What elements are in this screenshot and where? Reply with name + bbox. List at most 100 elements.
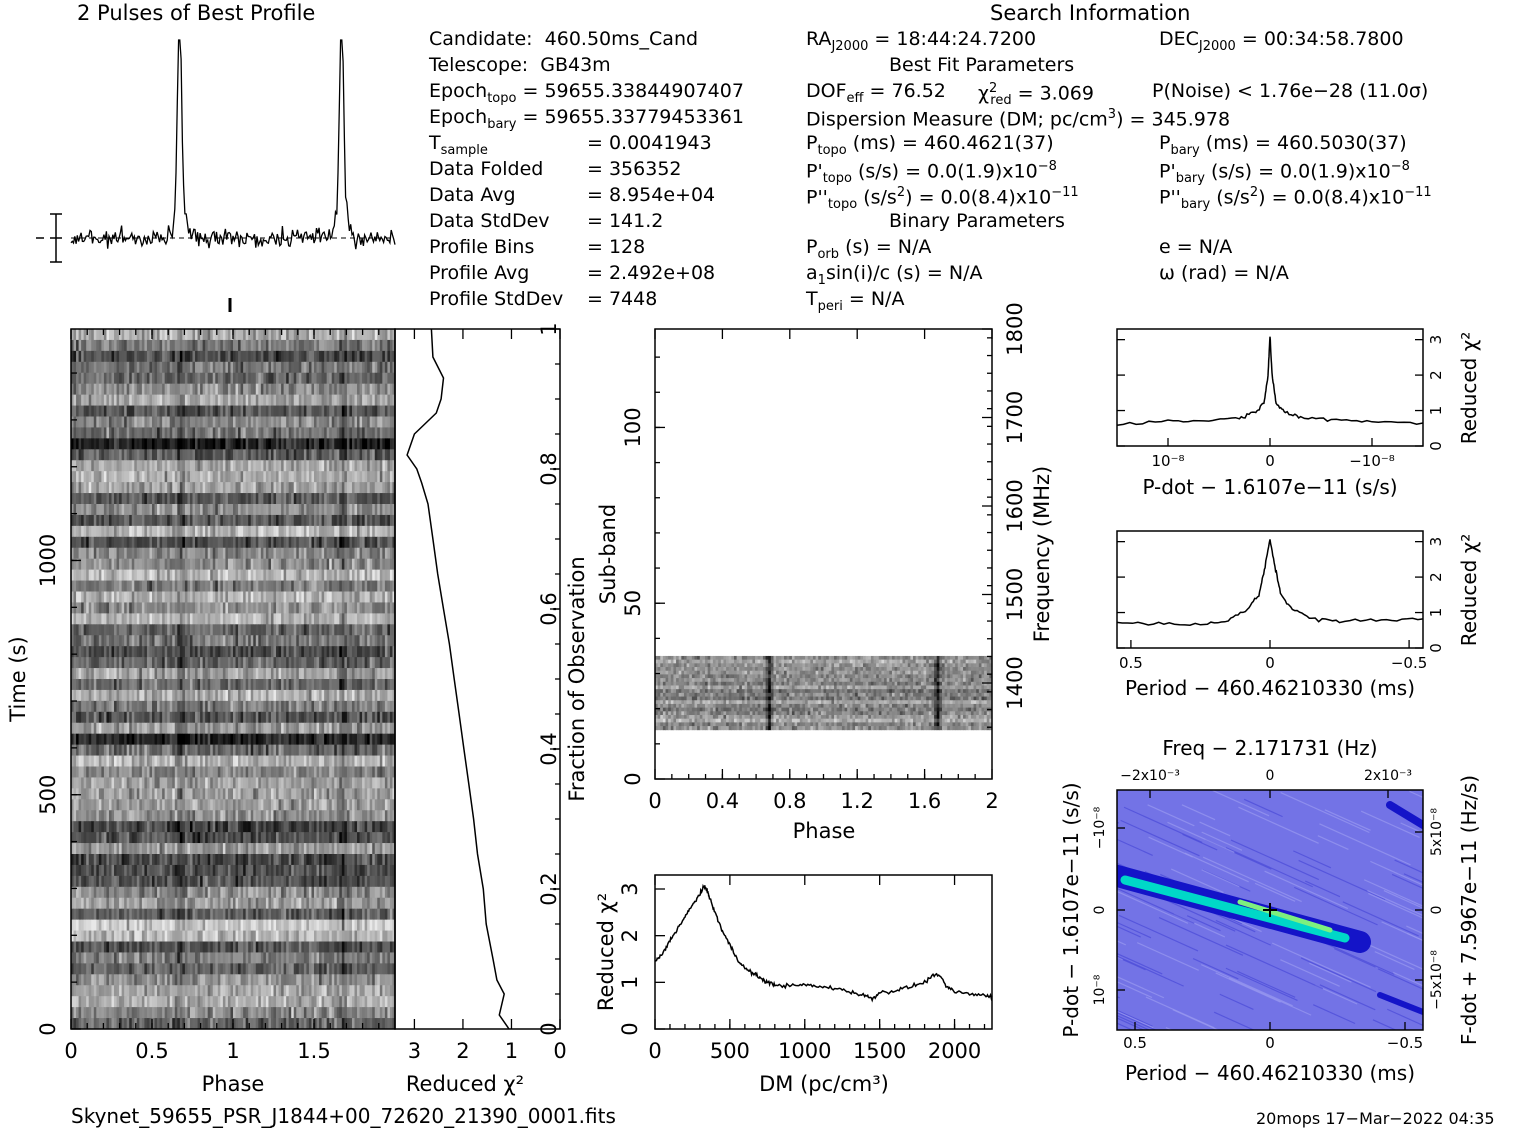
time-phase-pixel [286, 624, 290, 636]
time-phase-pixel [172, 438, 176, 450]
time-phase-pixel [116, 744, 120, 756]
time-phase-pixel [164, 668, 168, 680]
time-phase-pixel [149, 329, 153, 341]
time-phase-pixel [324, 679, 328, 691]
time-phase-pixel [217, 514, 221, 527]
time-phase-pixel [71, 482, 74, 494]
time-phase-pixel [134, 372, 138, 385]
time-phase-pixel [238, 383, 241, 396]
time-phase-pixel [268, 514, 272, 527]
time-phase-pixel [179, 361, 183, 374]
time-phase-pixel [258, 635, 262, 647]
time-phase-pixel [336, 733, 340, 746]
time-phase-pixel [177, 329, 181, 341]
time-phase-pixel [189, 602, 193, 614]
time-phase-pixel [248, 493, 252, 505]
time-phase-pixel [344, 416, 348, 428]
time-phase-pixel [339, 394, 343, 406]
time-phase-pixel [76, 733, 79, 746]
time-phase-pixel [116, 733, 120, 746]
time-phase-pixel [152, 646, 155, 658]
time-phase-pixel [108, 471, 112, 483]
time-phase-pixel [108, 329, 112, 341]
time-phase-pixel [372, 525, 376, 538]
time-phase-pixel [200, 646, 204, 658]
time-phase-pixel [149, 361, 153, 374]
time-phase-pixel [364, 383, 368, 396]
time-phase-pixel [339, 405, 343, 417]
time-phase-pixel [273, 372, 277, 385]
time-phase-pixel [367, 722, 371, 735]
time-phase-pixel [258, 558, 262, 571]
time-phase-pixel [88, 427, 92, 439]
time-phase-pixel [116, 679, 120, 691]
time-phase-pixel [354, 580, 358, 592]
time-phase-pixel [235, 722, 239, 735]
time-phase-pixel [367, 558, 371, 571]
time-phase-pixel [314, 602, 317, 614]
time-phase-pixel [167, 350, 171, 363]
time-phase-pixel [215, 547, 219, 560]
time-phase-pixel [240, 624, 244, 636]
time-phase-pixel [367, 635, 371, 647]
time-phase-pixel [119, 329, 123, 341]
time-phase-pixel [139, 383, 143, 396]
time-phase-pixel [179, 460, 183, 472]
time-phase-pixel [192, 329, 196, 341]
time-phase-pixel [379, 536, 383, 549]
time-phase-pixel [311, 394, 315, 406]
time-phase-pixel [354, 536, 358, 549]
time-phase-pixel [283, 602, 287, 614]
time-phase-pixel [210, 383, 214, 396]
time-phase-pixel [314, 700, 317, 713]
time-phase-pixel [331, 602, 335, 614]
time-phase-pixel [106, 591, 110, 603]
time-phase-pixel [174, 591, 178, 603]
time-phase-pixel [114, 329, 117, 341]
time-phase-pixel [324, 329, 328, 341]
time-phase-pixel [106, 635, 110, 647]
time-phase-pixel [184, 602, 188, 614]
time-phase-pixel [377, 624, 381, 636]
time-phase-pixel [169, 514, 173, 527]
time-phase-pixel [260, 416, 264, 428]
time-phase-pixel [149, 482, 153, 494]
time-phase-pixel [384, 394, 388, 406]
time-phase-pixel [172, 679, 176, 691]
time-phase-pixel [298, 536, 302, 549]
time-phase-pixel [164, 580, 168, 592]
time-phase-pixel [303, 460, 307, 472]
time-phase-pixel [243, 394, 247, 406]
time-phase-pixel [281, 438, 285, 450]
time-phase-pixel [154, 493, 158, 505]
time-phase-pixel [260, 339, 264, 352]
time-phase-pixel [149, 646, 153, 658]
time-phase-pixel [179, 536, 183, 549]
time-phase-pixel [114, 679, 117, 691]
time-phase-pixel [149, 416, 153, 428]
time-phase-pixel [71, 689, 74, 702]
time-phase-pixel [146, 361, 150, 374]
time-phase-pixel [281, 427, 285, 439]
time-phase-pixel [235, 394, 239, 406]
time-phase-pixel [139, 427, 143, 439]
time-phase-pixel [308, 679, 312, 691]
time-phase-pixel [278, 339, 282, 352]
time-phase-pixel [179, 733, 183, 746]
time-phase-pixel [157, 514, 160, 527]
time-phase-pixel [276, 350, 279, 363]
time-phase-pixel [71, 427, 74, 439]
time-phase-pixel [359, 438, 363, 450]
time-phase-pixel [258, 514, 262, 527]
time-phase-pixel [253, 416, 257, 428]
time-phase-pixel [253, 482, 257, 494]
time-phase-pixel [253, 361, 257, 374]
time-phase-pixel [106, 460, 110, 472]
time-phase-pixel [172, 558, 176, 571]
time-phase-pixel [210, 700, 214, 713]
time-phase-pixel [339, 416, 343, 428]
time-phase-pixel [78, 350, 82, 363]
time-phase-pixel [129, 679, 133, 691]
time-phase-pixel [96, 580, 100, 592]
time-phase-pixel [225, 394, 229, 406]
